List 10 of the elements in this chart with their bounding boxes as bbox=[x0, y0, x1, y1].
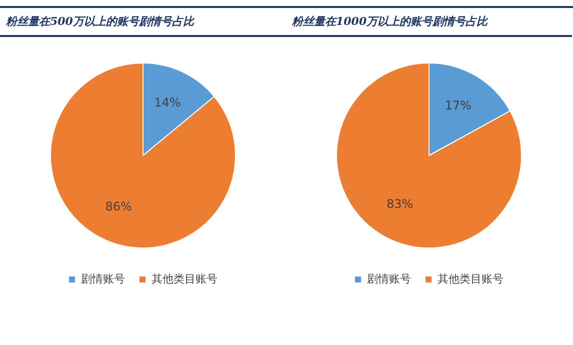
legend-label: 其他类目账号 bbox=[438, 272, 504, 286]
legend-label: 其他类目账号 bbox=[152, 272, 218, 286]
legend-label: 剧情账号 bbox=[367, 272, 411, 286]
data-label: 86% bbox=[105, 200, 132, 214]
legend-label: 剧情账号 bbox=[81, 272, 125, 286]
chart-title: 粉丝量在500万以上的账号剧情号占比 bbox=[0, 8, 286, 37]
data-label: 17% bbox=[444, 98, 472, 112]
data-label: 14% bbox=[154, 96, 181, 110]
chart-title: 粉丝量在1000万以上的账号剧情号占比 bbox=[286, 8, 572, 37]
data-label: 83% bbox=[386, 196, 414, 211]
